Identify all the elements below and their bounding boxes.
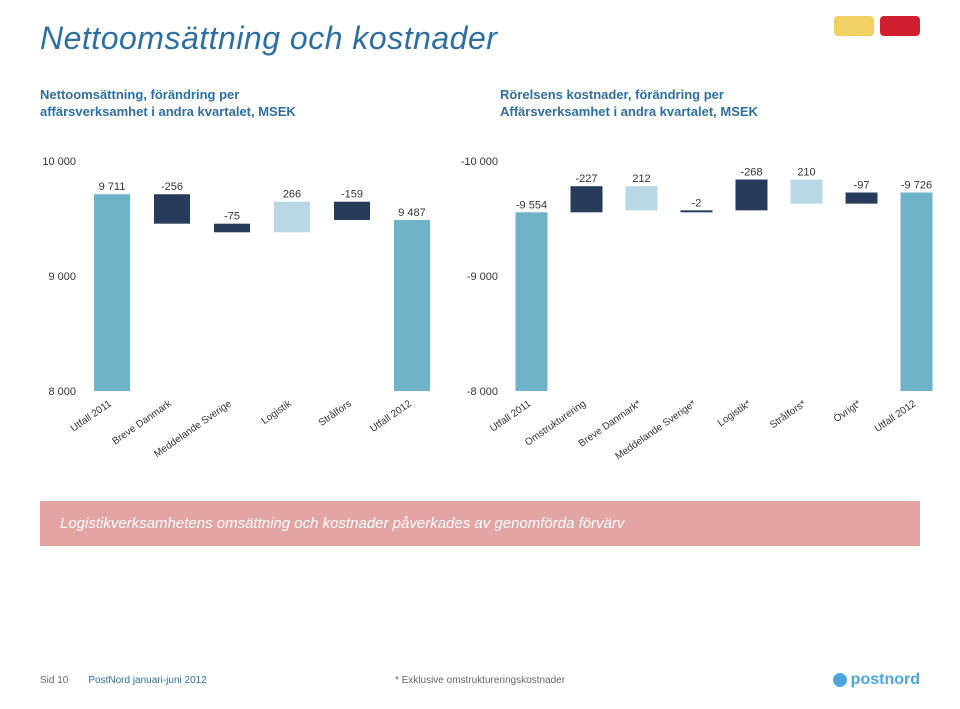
- chart-bar: [154, 194, 190, 223]
- chart-bar: [626, 186, 658, 210]
- chart-bar: [214, 223, 250, 232]
- bar-value-label: -268: [740, 166, 762, 178]
- bar-value-label: -97: [854, 179, 870, 191]
- category-label: Övrigt*: [831, 397, 863, 424]
- category-label: Utfall 2011: [69, 398, 114, 434]
- subtitle-left-l1: Nettoomsättning, förändring per: [40, 87, 239, 102]
- category-label: Utfall 2012: [873, 398, 919, 435]
- chart-bar: [791, 179, 823, 203]
- badge-left: [834, 16, 874, 36]
- svg-text:-9 000: -9 000: [467, 271, 498, 283]
- category-label: Logistik: [260, 398, 295, 427]
- chart-left: 10 000 9 000 8 000 9 711 -256 -75 266 -159 9 487…: [40, 151, 440, 481]
- svg-text:-10 000: -10 000: [461, 156, 498, 168]
- footer-note: * Exklusive omstruktureringskostnader: [395, 675, 565, 686]
- bar-value-label: -75: [224, 210, 240, 222]
- chart-bar: [94, 194, 130, 391]
- chart-bar: [394, 220, 430, 391]
- chart-bar: [571, 186, 603, 212]
- footer: Sid 10 PostNord januari-juni 2012 * Exkl…: [40, 671, 920, 689]
- bar-value-label: -159: [341, 188, 363, 200]
- category-label: Utfall 2011: [488, 398, 533, 434]
- bar-value-label: -227: [575, 173, 597, 185]
- svg-text:-8 000: -8 000: [467, 386, 498, 398]
- chart-bar: [901, 192, 933, 390]
- category-label: Strålfors: [316, 397, 353, 428]
- subtitle-right: Rörelsens kostnader, förändring per Affä…: [500, 87, 920, 121]
- category-label: Logistik*: [716, 398, 753, 429]
- bar-value-label: -9 726: [901, 179, 932, 191]
- subtitle-right-l2: Affärsverksamhet i andra kvartalet, MSEK: [500, 104, 758, 119]
- bar-value-label: -256: [161, 181, 183, 193]
- bar-value-label: 9 487: [398, 207, 426, 219]
- badge-right: [880, 16, 920, 36]
- subtitle-right-l1: Rörelsens kostnader, förändring per: [500, 87, 724, 102]
- chart-bar: [736, 179, 768, 210]
- bar-value-label: 9 711: [99, 181, 126, 193]
- chart-bar: [334, 201, 370, 219]
- bar-value-label: 212: [632, 173, 650, 185]
- chart-right: -10 000 -9 000 -8 000 -9 554 -227 212 -2 -268 21…: [460, 151, 940, 481]
- logo-dot-icon: [833, 673, 847, 687]
- category-label: Strålfors*: [768, 397, 809, 430]
- subtitle-left-l2: affärsverksamhet i andra kvartalet, MSEK: [40, 104, 296, 119]
- chart-bar: [681, 210, 713, 212]
- footer-page: Sid 10: [40, 675, 68, 686]
- logo: postnord: [833, 671, 920, 689]
- page-title: Nettoomsättning och kostnader: [40, 20, 920, 57]
- chart-bar: [516, 212, 548, 391]
- svg-text:9 000: 9 000: [48, 271, 76, 283]
- bar-value-label: -2: [692, 197, 702, 209]
- svg-text:10 000: 10 000: [42, 156, 76, 168]
- banner: Logistikverksamhetens omsättning och kos…: [40, 501, 920, 546]
- chart-bar: [846, 192, 878, 203]
- category-label: Breve Danmark: [111, 398, 175, 447]
- logo-text: postnord: [851, 671, 920, 689]
- corner-badges: [834, 16, 920, 36]
- bar-value-label: -9 554: [516, 199, 547, 211]
- footer-source: PostNord januari-juni 2012: [88, 675, 206, 686]
- subtitle-left: Nettoomsättning, förändring per affärsve…: [40, 87, 460, 121]
- svg-text:8 000: 8 000: [48, 386, 76, 398]
- category-label: Utfall 2012: [368, 398, 414, 435]
- bar-value-label: 210: [797, 166, 815, 178]
- chart-bar: [274, 201, 310, 232]
- bar-value-label: 266: [283, 188, 301, 200]
